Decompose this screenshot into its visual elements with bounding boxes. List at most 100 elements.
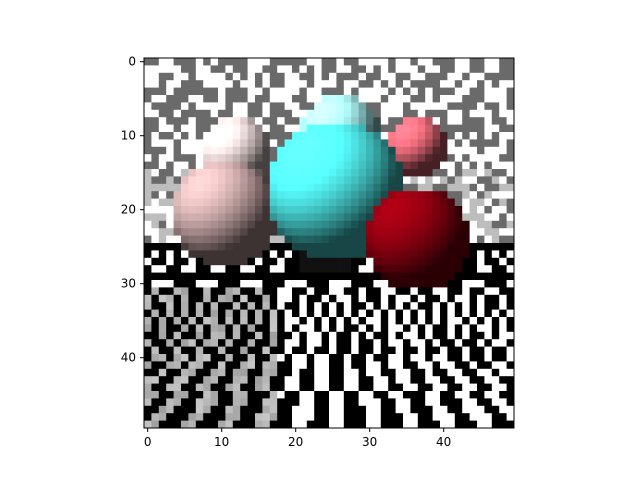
- pixel-cell: [336, 206, 345, 214]
- pixel-cell: [218, 287, 226, 296]
- pixel-cell: [491, 132, 500, 140]
- pixel-cell: [491, 294, 500, 303]
- pixel-cell: [166, 228, 174, 236]
- pixel-cell: [410, 287, 419, 296]
- pixel-cell: [499, 102, 507, 111]
- pixel-cell: [181, 420, 189, 429]
- pixel-cell: [491, 420, 500, 429]
- pixel-cell: [506, 132, 515, 140]
- pixel-cell: [306, 124, 315, 133]
- pixel-cell: [321, 331, 330, 340]
- pixel-cell: [195, 161, 204, 170]
- pixel-cell: [247, 146, 256, 155]
- pixel-cell: [262, 183, 271, 192]
- pixel-cell: [232, 420, 241, 429]
- pixel-cell: [151, 235, 160, 244]
- pixel-cell: [417, 58, 426, 66]
- pixel-cell: [247, 309, 256, 318]
- pixel-cell: [469, 383, 478, 392]
- pixel-cell: [151, 250, 160, 259]
- pixel-cell: [380, 339, 389, 347]
- pixel-cell: [491, 117, 500, 125]
- pixel-cell: [181, 154, 189, 162]
- pixel-cell: [203, 398, 211, 407]
- pixel-cell: [491, 398, 500, 407]
- pixel-cell: [306, 58, 315, 66]
- pixel-cell: [284, 124, 293, 133]
- pixel-cell: [388, 161, 396, 170]
- pixel-cell: [314, 302, 322, 310]
- pixel-cell: [255, 87, 263, 96]
- pixel-cell: [336, 287, 345, 296]
- pixel-cell: [440, 169, 448, 177]
- pixel-cell: [218, 206, 226, 214]
- pixel-cell: [284, 287, 293, 296]
- pixel-cell: [469, 250, 478, 259]
- pixel-cell: [477, 206, 485, 214]
- pixel-cell: [388, 346, 396, 355]
- pixel-cell: [151, 132, 160, 140]
- pixel-cell: [484, 257, 493, 266]
- pixel-cell: [432, 331, 441, 340]
- pixel-cell: [432, 250, 441, 259]
- pixel-cell: [447, 191, 456, 199]
- pixel-cell: [269, 220, 278, 229]
- pixel-cell: [166, 398, 174, 407]
- pixel-cell: [447, 243, 456, 251]
- pixel-cell: [225, 250, 234, 259]
- pixel-cell: [232, 339, 241, 347]
- pixel-cell: [240, 124, 248, 133]
- pixel-cell: [351, 161, 359, 170]
- pixel-cell: [321, 132, 330, 140]
- pixel-cell: [225, 228, 234, 236]
- pixel-cell: [477, 339, 485, 347]
- pixel-cell: [432, 213, 441, 222]
- pixel-cell: [447, 413, 456, 421]
- pixel-cell: [388, 317, 396, 325]
- pixel-cell: [425, 109, 433, 118]
- pixel-cell: [181, 228, 189, 236]
- pixel-cell: [262, 169, 271, 177]
- pixel-cell: [484, 146, 493, 155]
- pixel-cell: [499, 191, 507, 199]
- pixel-cell: [166, 235, 174, 244]
- pixel-cell: [166, 354, 174, 362]
- pixel-cell: [247, 154, 256, 162]
- pixel-cell: [358, 287, 367, 296]
- pixel-cell: [343, 361, 352, 370]
- pixel-cell: [351, 317, 359, 325]
- pixel-cell: [373, 206, 382, 214]
- pixel-cell: [173, 294, 182, 303]
- pixel-cell: [395, 383, 404, 392]
- pixel-cell: [395, 324, 404, 333]
- pixel-cell: [329, 287, 337, 296]
- pixel-cell: [506, 139, 515, 148]
- pixel-cell: [166, 191, 174, 199]
- pixel-cell: [373, 87, 382, 96]
- pixel-cell: [491, 87, 500, 96]
- pixel-cell: [491, 183, 500, 192]
- pixel-cell: [329, 183, 337, 192]
- pixel-cell: [284, 117, 293, 125]
- pixel-cell: [218, 272, 226, 281]
- pixel-cell: [314, 220, 322, 229]
- pixel-cell: [440, 117, 448, 125]
- pixel-cell: [358, 265, 367, 273]
- pixel-cell: [417, 220, 426, 229]
- pixel-cell: [166, 139, 174, 148]
- pixel-cell: [484, 220, 493, 229]
- pixel-cell: [351, 361, 359, 370]
- pixel-cell: [284, 169, 293, 177]
- pixel-cell: [440, 191, 448, 199]
- pixel-cell: [232, 243, 241, 251]
- pixel-cell: [173, 183, 182, 192]
- pixel-cell: [440, 102, 448, 111]
- pixel-cell: [462, 265, 470, 273]
- pixel-cell: [462, 220, 470, 229]
- pixel-cell: [395, 331, 404, 340]
- pixel-cell: [425, 272, 433, 281]
- pixel-cell: [299, 413, 308, 421]
- pixel-cell: [380, 324, 389, 333]
- pixel-cell: [269, 354, 278, 362]
- pixel-cell: [195, 146, 204, 155]
